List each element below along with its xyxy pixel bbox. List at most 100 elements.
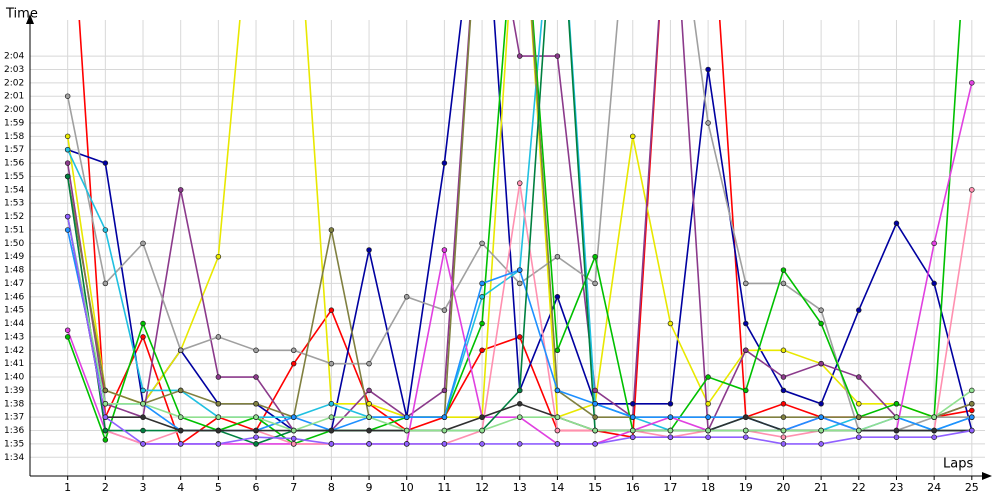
data-point <box>592 253 598 260</box>
data-point <box>253 347 259 354</box>
x-tick-label: 3 <box>140 481 147 494</box>
data-point <box>102 387 109 394</box>
data-point <box>516 387 523 394</box>
x-tick-label: 15 <box>588 481 602 494</box>
data-point <box>366 401 372 407</box>
data-point <box>969 427 975 434</box>
data-point <box>856 434 862 440</box>
data-point <box>969 414 975 420</box>
data-point <box>479 294 485 300</box>
data-point <box>931 434 937 440</box>
y-tick-label: 1:59 <box>4 118 24 128</box>
x-tick-label: 17 <box>663 481 677 494</box>
data-point <box>479 280 485 287</box>
y-tick-label: 1:50 <box>4 239 24 249</box>
y-tick-label: 1:39 <box>4 386 24 396</box>
y-tick-label: 2:01 <box>4 92 24 102</box>
data-point <box>215 401 222 407</box>
data-point <box>780 427 787 434</box>
data-point <box>516 401 523 407</box>
data-point <box>969 407 975 414</box>
data-point <box>856 427 862 434</box>
data-point <box>403 294 410 300</box>
data-point <box>177 187 184 193</box>
data-point <box>969 80 975 86</box>
data-point <box>290 427 297 434</box>
x-tick-label: 9 <box>366 481 373 494</box>
y-tick-label: 1:45 <box>4 306 24 316</box>
x-tick-label: 20 <box>776 481 790 494</box>
data-point <box>705 434 711 440</box>
data-point <box>743 280 749 287</box>
x-tick-label: 4 <box>177 481 184 494</box>
data-point <box>592 414 598 420</box>
data-point <box>403 414 410 420</box>
data-point <box>667 434 674 440</box>
data-point <box>705 374 711 380</box>
data-point <box>516 441 523 447</box>
data-point <box>818 441 824 447</box>
x-tick-label: 7 <box>290 481 297 494</box>
x-tick-label: 8 <box>328 481 335 494</box>
plot-area <box>64 20 975 447</box>
data-point <box>705 401 711 407</box>
x-tick-label: 18 <box>701 481 715 494</box>
y-tick-label: 1:44 <box>4 319 24 329</box>
data-point <box>780 434 787 440</box>
data-point <box>253 374 259 380</box>
y-tick-label: 1:42 <box>4 346 24 356</box>
data-point <box>969 187 975 193</box>
data-point <box>705 66 711 73</box>
data-point <box>290 441 297 447</box>
data-point <box>554 253 561 260</box>
data-point <box>140 320 146 327</box>
y-tick-label: 2:00 <box>4 105 24 115</box>
data-point <box>253 441 259 447</box>
x-tick-label: 19 <box>739 481 753 494</box>
data-point <box>366 414 372 420</box>
data-point <box>743 387 749 394</box>
data-point <box>64 327 71 333</box>
data-point <box>667 401 674 407</box>
data-point <box>140 441 146 447</box>
data-point <box>366 427 372 434</box>
data-point <box>743 427 749 434</box>
data-point <box>403 441 410 447</box>
data-point <box>893 414 900 420</box>
x-tick-label: 25 <box>965 481 979 494</box>
data-point <box>102 401 109 407</box>
data-point <box>441 441 448 447</box>
data-point <box>366 387 372 394</box>
y-tick-label: 1:57 <box>4 145 24 155</box>
x-axis-title: Laps <box>943 457 973 472</box>
data-point <box>441 247 448 253</box>
data-point <box>931 240 937 247</box>
data-point <box>215 441 222 447</box>
data-point <box>969 387 975 394</box>
data-point <box>441 387 448 394</box>
data-point <box>64 93 71 99</box>
data-point <box>931 427 937 434</box>
data-point <box>290 347 297 354</box>
data-point <box>516 414 523 420</box>
data-point <box>780 280 787 287</box>
y-tick-label: 1:53 <box>4 199 24 209</box>
data-point <box>931 414 937 420</box>
y-tick-label: 2:03 <box>4 65 24 75</box>
data-point <box>780 267 787 273</box>
y-tick-label: 1:52 <box>4 212 24 222</box>
data-point <box>516 334 523 340</box>
data-point <box>64 133 71 140</box>
data-point <box>554 427 561 434</box>
x-tick-label: 10 <box>400 481 414 494</box>
data-point <box>328 401 335 407</box>
y-tick-label: 2:02 <box>4 78 24 88</box>
data-point <box>102 227 109 233</box>
data-point <box>516 180 523 186</box>
y-tick-label: 1:51 <box>4 225 24 235</box>
data-point <box>64 227 71 233</box>
x-tick-label: 1 <box>64 481 71 494</box>
data-point <box>667 427 674 434</box>
data-point <box>441 160 448 166</box>
data-point <box>215 427 222 434</box>
